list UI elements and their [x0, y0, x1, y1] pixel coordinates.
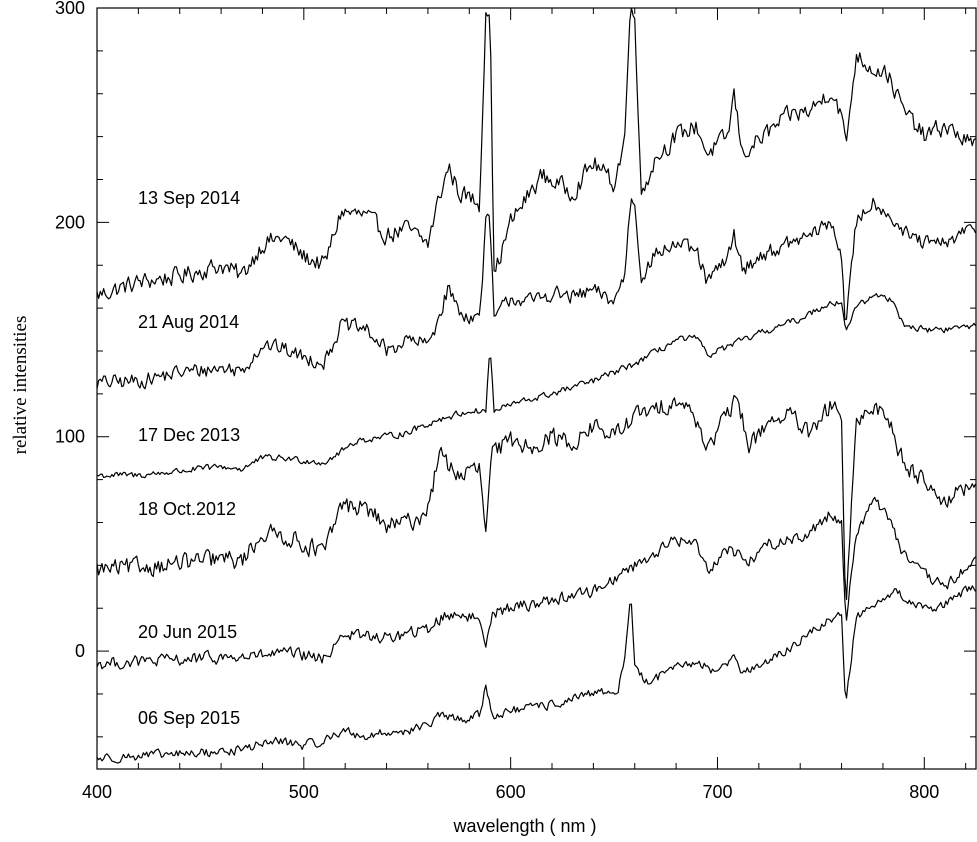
series-label: 17 Dec 2013: [138, 425, 240, 445]
series-label: 20 Jun 2015: [138, 622, 237, 642]
series-label: 18 Oct.2012: [138, 499, 236, 519]
labels-layer: 13 Sep 2014 21 Aug 2014 17 Dec 2013 18 Oct.…: [138, 188, 240, 728]
y-tick-label: 0: [75, 641, 85, 661]
series-line: [97, 197, 976, 390]
series-label: 21 Aug 2014: [138, 312, 239, 332]
plot-frame: [96, 7, 977, 770]
series-line: [97, 8, 976, 300]
series-label: 13 Sep 2014: [138, 188, 240, 208]
x-axis-title: wavelength ( nm ): [452, 816, 596, 836]
x-tick-label: 400: [82, 782, 112, 802]
y-tick-label: 100: [55, 427, 85, 447]
y-tick-label: 300: [55, 0, 85, 18]
y-axis-title: relative intensities: [10, 316, 31, 455]
axes-layer: 400 500 600 700 800 0 100 200 300: [55, 0, 977, 802]
x-tick-label: 500: [289, 782, 319, 802]
x-tick-label: 700: [702, 782, 732, 802]
series-line: [97, 394, 976, 601]
series-line: [97, 292, 976, 479]
series-line: [97, 585, 976, 764]
x-tick-label: 800: [909, 782, 939, 802]
x-tick-label: 600: [496, 782, 526, 802]
series-line: [97, 496, 976, 670]
series-label: 06 Sep 2015: [138, 708, 240, 728]
series-layer: [97, 8, 976, 764]
y-tick-label: 200: [55, 212, 85, 232]
